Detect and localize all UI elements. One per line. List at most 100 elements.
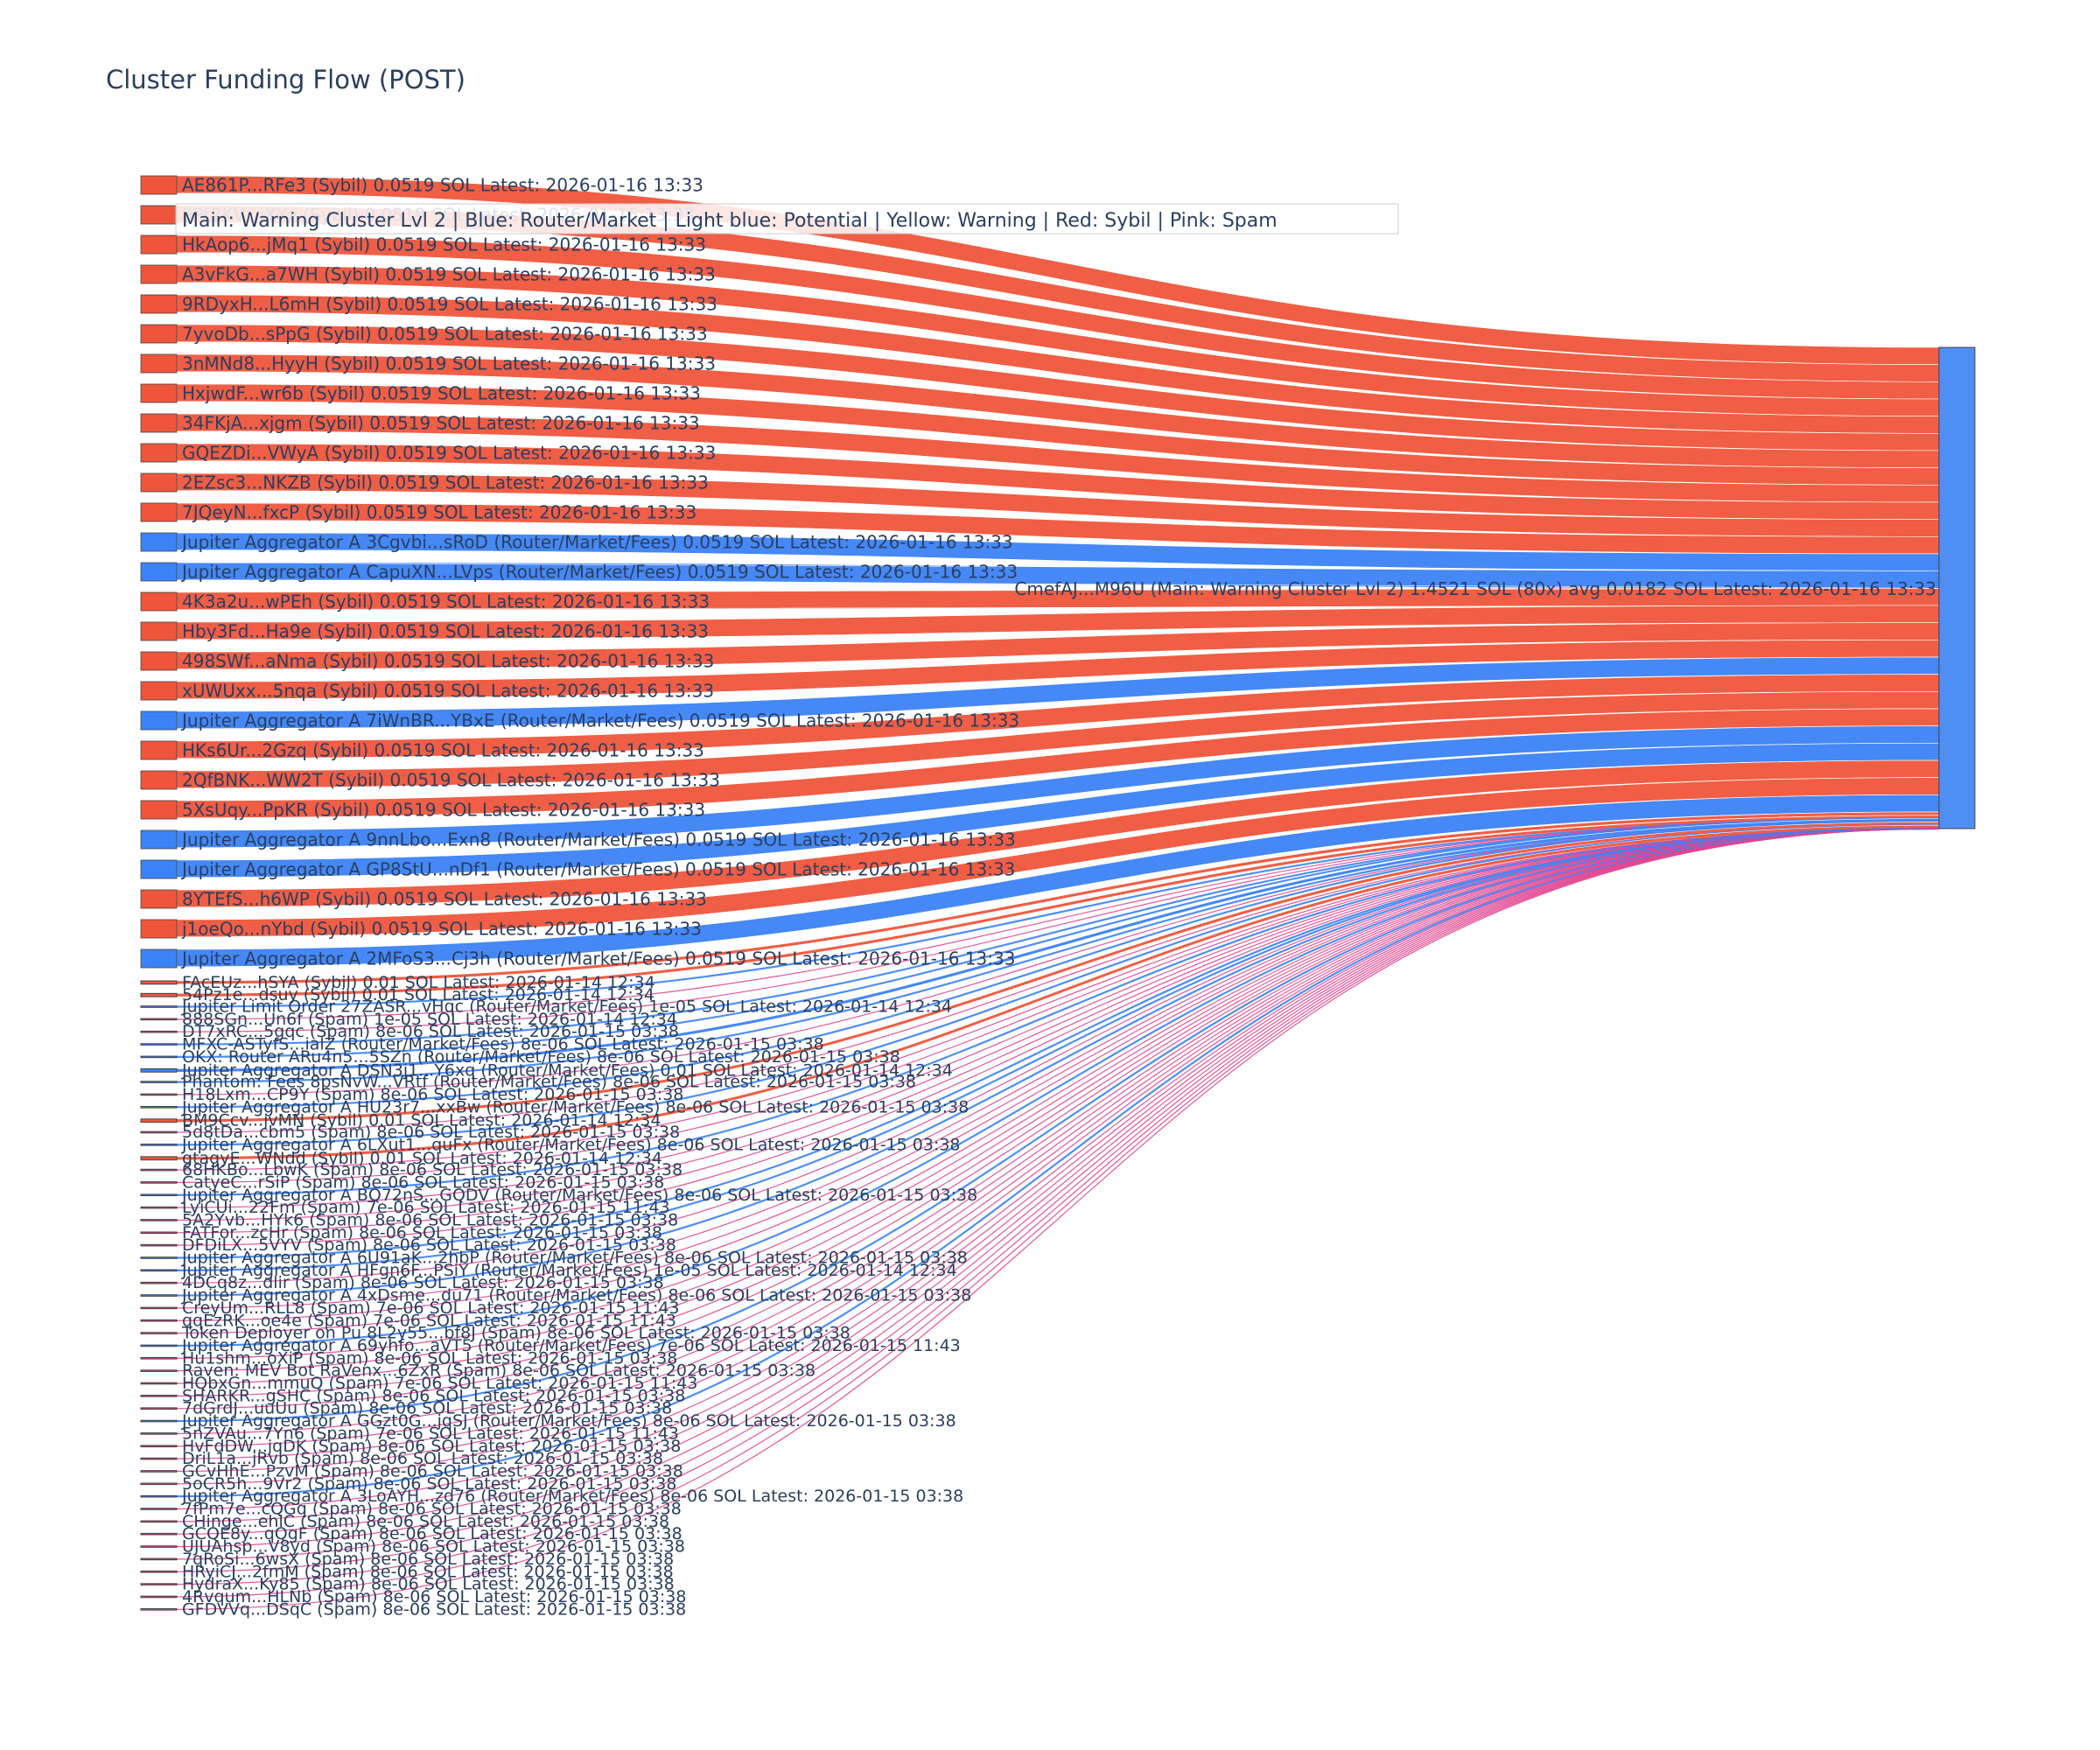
flow-link — [176, 828, 1940, 1610]
source-label: 54Pz1e...dsuy (Sybil) 0.01 SOL Latest: 2… — [182, 985, 654, 1004]
source-label: Token Deployer on Pu 8L2y55...bf8J (Spam… — [181, 1324, 850, 1343]
source-label: Jupiter Aggregator A 3Cgvbi...sRoD (Rout… — [180, 532, 1013, 553]
source-node — [140, 1106, 178, 1109]
source-label: Jupiter Aggregator A BQ72nS...GQDV (Rout… — [181, 1186, 977, 1205]
source-node — [140, 830, 178, 850]
source-label: GCQE8y...qQgF (Spam) 8e-06 SOL Latest: 2… — [182, 1524, 682, 1544]
source-node — [140, 1030, 178, 1033]
flow-link — [176, 828, 1940, 1510]
source-node — [140, 502, 178, 522]
source-node — [140, 919, 178, 939]
source-node — [140, 205, 178, 225]
flow-link — [176, 828, 1940, 1473]
flow-link — [176, 828, 1940, 1222]
source-label: MFXC-ASTyfS...ialZ (Router/Market/Fees) … — [182, 1035, 824, 1054]
source-label: 5d8tDa...cbm5 (Spam) 8e-06 SOL Latest: 2… — [182, 1123, 680, 1142]
source-node — [140, 324, 178, 344]
source-node — [140, 1081, 178, 1083]
source-label: DT7xRC...5gqc (Spam) 8e-06 SOL Latest: 2… — [182, 1022, 679, 1041]
flow-link — [176, 817, 1940, 1020]
sankey-links — [176, 175, 1940, 1610]
flow-link — [176, 821, 1940, 1083]
source-label: Raven: MEV Bot RaVenx...6ZxR (Spam) 8e-0… — [182, 1362, 816, 1381]
source-node — [140, 992, 178, 998]
source-node — [140, 1269, 178, 1272]
source-node — [140, 354, 178, 374]
source-node — [140, 1130, 178, 1134]
flow-link — [176, 828, 1940, 1309]
source-node — [140, 859, 178, 879]
source-label: A3vFkG...a7WH (Sybil) 0.0519 SOL Latest:… — [182, 264, 716, 285]
flow-link — [176, 827, 1940, 1498]
source-node — [140, 1608, 178, 1611]
source-label: Jupiter Aggregator A DSN3j1...Y6xq (Rout… — [181, 1060, 953, 1080]
flow-link — [176, 828, 1940, 1434]
source-node — [140, 1357, 178, 1360]
source-label: SHARKR...gSHC (Spam) 8e-06 SOL Latest: 2… — [182, 1386, 685, 1405]
source-node — [140, 294, 178, 314]
source-label: Jupiter Aggregator A 6LXut1...quFx (Rout… — [181, 1135, 961, 1154]
flow-link — [176, 828, 1940, 1321]
source-label: 5A2Yvb...HYk6 (Spam) 8e-06 SOL Latest: 2… — [182, 1210, 678, 1229]
flow-link — [176, 828, 1940, 1447]
source-label: HQbxGn...mmuQ (Spam) 7e-06 SOL Latest: 2… — [182, 1374, 697, 1393]
source-label: HRyiCJ...2fmM (Spam) 8e-06 SOL Latest: 2… — [182, 1562, 674, 1581]
source-node — [140, 1532, 178, 1536]
flow-link — [176, 824, 1940, 1146]
source-label: 34FKjA...xjgm (Sybil) 0.0519 SOL Latest:… — [182, 413, 700, 434]
source-label: Hby3Fd...Ha9e (Sybil) 0.0519 SOL Latest:… — [182, 621, 709, 642]
flow-link — [176, 827, 1940, 1271]
flow-link — [176, 828, 1940, 1572]
source-label: LyiCUi...22Fm (Spam) 7e-06 SOL Latest: 2… — [182, 1198, 670, 1217]
source-label: xUWUxx...5nqa (Sybil) 0.0519 SOL Latest:… — [182, 681, 714, 702]
source-label: CatyeC...rSiP (Spam) 8e-06 SOL Latest: 2… — [182, 1172, 664, 1192]
source-node — [140, 980, 178, 985]
source-node — [140, 592, 178, 612]
source-node — [140, 1231, 178, 1235]
source-label: FAcEUz...hSYA (Sybil) 0.01 SOL Latest: 2… — [182, 973, 655, 992]
source-node — [140, 1382, 178, 1385]
source-node — [140, 1168, 178, 1172]
source-label: Jupiter Aggregator A HU23r7...xxBw (Rout… — [181, 1097, 969, 1116]
source-node — [140, 413, 178, 433]
source-label: DriL1a...jRvb (Spam) 8e-06 SOL Latest: 2… — [182, 1449, 663, 1468]
source-label: Jupiter Aggregator A 7iWnBR...YBxE (Rout… — [180, 710, 1019, 732]
source-node — [140, 1144, 178, 1146]
target-label: CmefAJ...M96U (Main: Warning Cluster Lvl… — [1014, 578, 1936, 599]
source-label: HkAop6...jMq1 (Sybil) 0.0519 SOL Latest:… — [182, 234, 706, 256]
source-label: Jupiter Aggregator A GP8StU...nDf1 (Rout… — [180, 859, 1015, 880]
source-label: CHinge...ehlC (Spam) 8e-06 SOL Latest: 2… — [182, 1512, 669, 1531]
source-node — [140, 1482, 178, 1486]
source-label: BM9Ccv...jvMN (Sybil) 0.01 SOL Latest: 2… — [182, 1111, 661, 1130]
flow-link — [176, 828, 1940, 1171]
source-node — [140, 1281, 178, 1284]
source-node — [140, 800, 178, 820]
source-node — [140, 1306, 178, 1310]
source-node — [140, 1219, 178, 1222]
legend-box — [175, 203, 1399, 234]
source-label: gtagyE...WNdd (Sybil) 0.01 SOL Latest: 2… — [182, 1149, 662, 1168]
source-label: 9RDyxH...L6mH (Sybil) 0.0519 SOL Latest:… — [182, 294, 718, 315]
source-node — [140, 264, 178, 284]
source-node — [140, 1319, 178, 1322]
source-node — [140, 1332, 178, 1334]
source-node — [140, 532, 178, 552]
source-node — [140, 1194, 178, 1197]
source-node — [140, 740, 178, 760]
source-node — [140, 1294, 178, 1297]
source-label: j1oeQo...nYbd (Sybil) 0.0519 SOL Latest:… — [181, 919, 702, 940]
source-node — [140, 175, 178, 195]
source-label: AE861P...RFe3 (Sybil) 0.0519 SOL Latest:… — [182, 175, 704, 196]
flow-link — [176, 827, 1940, 1348]
flow-link — [176, 828, 1940, 1548]
flow-link — [176, 828, 1940, 1535]
source-node — [140, 1256, 178, 1259]
chart-title: Cluster Funding Flow (POST) — [106, 65, 466, 94]
source-label: HydraX...Ky85 (Spam) 8e-06 SOL Latest: 2… — [182, 1575, 675, 1594]
source-label: Jupiter Aggregator A 9nnLbo...Exn8 (Rout… — [180, 830, 1016, 850]
source-node — [140, 472, 178, 493]
flow-link — [176, 828, 1940, 1522]
source-node — [140, 651, 178, 671]
flow-link — [176, 828, 1940, 1396]
